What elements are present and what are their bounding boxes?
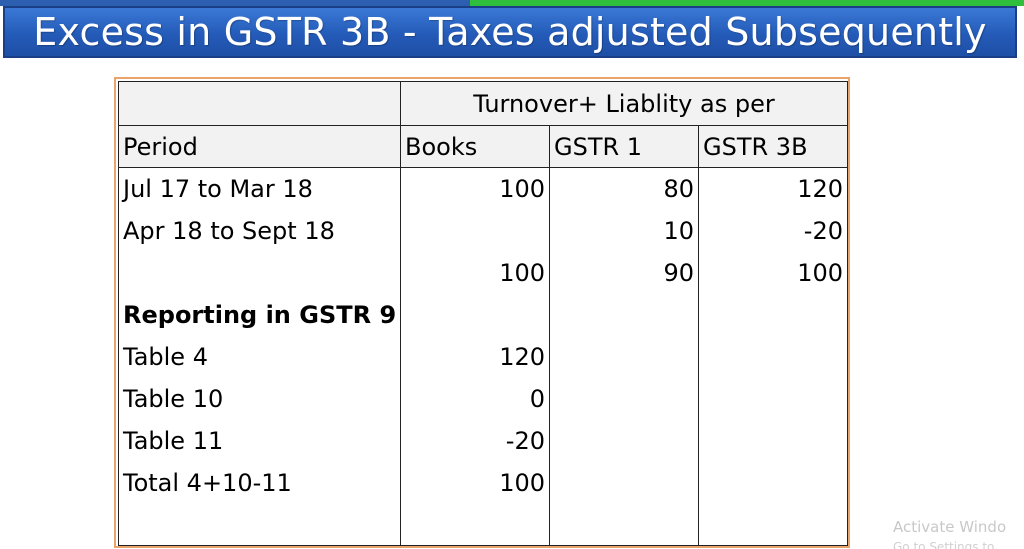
cell-period: Reporting in GSTR 9 [118, 293, 401, 336]
table-row: Table 4 120 [118, 335, 848, 378]
cell-gstr3b [698, 503, 848, 546]
column-header-gstr1: GSTR 1 [549, 125, 699, 168]
cell-gstr1 [549, 419, 699, 462]
cell-books [400, 209, 550, 252]
accent-strip-green [470, 0, 1024, 6]
group-header-row: Turnover+ Liablity as per [118, 81, 848, 126]
cell-gstr3b [698, 419, 848, 462]
cell-gstr1 [549, 335, 699, 378]
column-header-books: Books [400, 125, 550, 168]
cell-books [400, 503, 550, 546]
accent-strip [0, 0, 1024, 6]
cell-period: Apr 18 to Sept 18 [118, 209, 401, 252]
title-banner: Excess in GSTR 3B - Taxes adjusted Subse… [3, 6, 1017, 58]
column-header-gstr3b: GSTR 3B [698, 125, 848, 168]
column-header-period: Period [118, 125, 401, 168]
cell-books: 100 [400, 461, 550, 504]
cell-gstr3b: -20 [698, 209, 848, 252]
cell-gstr1 [549, 503, 699, 546]
cell-gstr1 [549, 293, 699, 336]
table-row [118, 503, 848, 546]
slide-title: Excess in GSTR 3B - Taxes adjusted Subse… [33, 10, 987, 54]
cell-books: -20 [400, 419, 550, 462]
cell-period: Table 4 [118, 335, 401, 378]
table-row: Jul 17 to Mar 18 100 80 120 [118, 167, 848, 210]
column-header-row: Period Books GSTR 1 GSTR 3B [118, 125, 848, 168]
cell-gstr3b [698, 335, 848, 378]
cell-period: Total 4+10-11 [118, 461, 401, 504]
table-row: Total 4+10-11 100 [118, 461, 848, 504]
header-blank-cell [118, 81, 401, 126]
accent-strip-blue [0, 0, 470, 6]
table-row: 100 90 100 [118, 251, 848, 294]
cell-books: 0 [400, 377, 550, 420]
table-row: Table 10 0 [118, 377, 848, 420]
cell-period: Table 11 [118, 419, 401, 462]
cell-gstr3b: 120 [698, 167, 848, 210]
activate-windows-subtext: Go to Settings to [893, 540, 995, 549]
cell-books: 100 [400, 251, 550, 294]
cell-gstr1: 10 [549, 209, 699, 252]
cell-period: Jul 17 to Mar 18 [118, 167, 401, 210]
cell-gstr1 [549, 461, 699, 504]
cell-period: Table 10 [118, 377, 401, 420]
table-row: Apr 18 to Sept 18 10 -20 [118, 209, 848, 252]
cell-books [400, 293, 550, 336]
table-row: Reporting in GSTR 9 [118, 293, 848, 336]
table-row: Table 11 -20 [118, 419, 848, 462]
cell-gstr3b [698, 461, 848, 504]
cell-gstr3b [698, 293, 848, 336]
cell-gstr3b [698, 377, 848, 420]
cell-gstr1 [549, 377, 699, 420]
table-frame: Turnover+ Liablity as per Period Books G… [114, 77, 850, 548]
activate-windows-watermark: Activate Windo [893, 518, 1007, 536]
cell-books: 100 [400, 167, 550, 210]
group-header-cell: Turnover+ Liablity as per [400, 81, 848, 126]
cell-gstr1: 80 [549, 167, 699, 210]
cell-gstr1: 90 [549, 251, 699, 294]
cell-period [118, 251, 401, 294]
cell-books: 120 [400, 335, 550, 378]
cell-gstr3b: 100 [698, 251, 848, 294]
turnover-table: Turnover+ Liablity as per Period Books G… [118, 81, 848, 546]
cell-period [118, 503, 401, 546]
